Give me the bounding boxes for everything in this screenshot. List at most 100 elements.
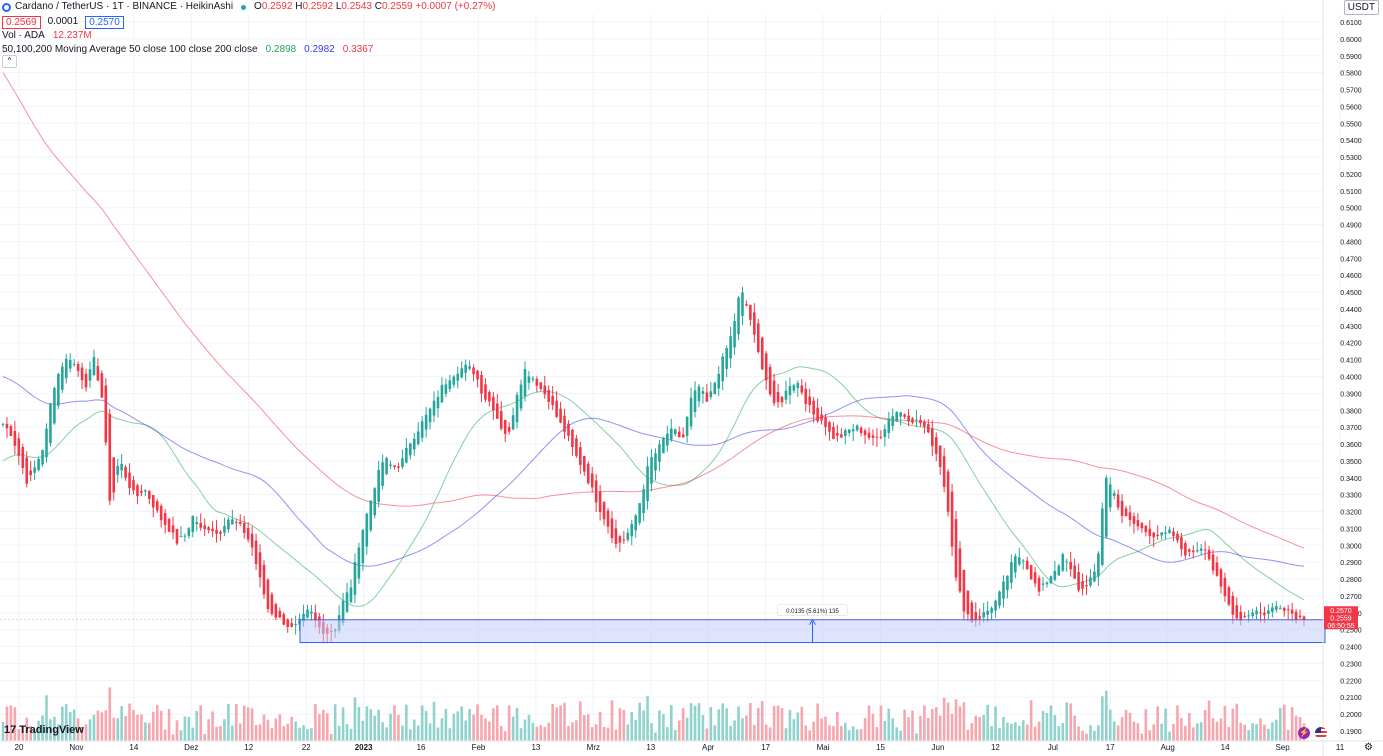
volume-bar bbox=[1065, 702, 1069, 741]
volume-bar bbox=[211, 711, 214, 741]
candle-body bbox=[353, 562, 357, 595]
volume-bar bbox=[586, 714, 590, 741]
volume-bar bbox=[163, 729, 167, 741]
volume-bar bbox=[1148, 730, 1152, 741]
volume-bar bbox=[796, 712, 800, 741]
volume-bar bbox=[507, 705, 511, 741]
volume-label: Vol · ADA bbox=[2, 30, 45, 41]
volume-value: 12.237M bbox=[52, 30, 92, 41]
volume-bar bbox=[654, 732, 657, 741]
volume-bar bbox=[812, 721, 815, 741]
candle-body bbox=[974, 612, 978, 621]
volume-bar bbox=[428, 723, 432, 741]
volume-bar bbox=[788, 709, 792, 741]
candle-body bbox=[622, 539, 626, 541]
candle-body bbox=[586, 463, 590, 484]
candle-body bbox=[144, 490, 147, 492]
candle-body bbox=[488, 392, 491, 402]
candle-body bbox=[859, 427, 863, 434]
volume-bar bbox=[863, 718, 867, 741]
candle-body bbox=[685, 416, 689, 436]
candle-body bbox=[915, 419, 918, 421]
candle-body bbox=[405, 447, 408, 463]
candle-body bbox=[1093, 571, 1096, 582]
candle-body bbox=[444, 384, 448, 394]
candle-body bbox=[294, 624, 297, 626]
candle-body bbox=[1235, 605, 1239, 619]
candle-body bbox=[428, 408, 432, 423]
candle-body bbox=[385, 457, 388, 475]
candle-body bbox=[492, 396, 495, 411]
ma-legend[interactable]: 50,100,200 Moving Average 50 close 100 c… bbox=[2, 43, 495, 57]
candle-body bbox=[76, 364, 80, 371]
candle-body bbox=[341, 600, 345, 623]
volume-bar bbox=[840, 725, 843, 741]
x-tick-label: 17 bbox=[1106, 743, 1115, 752]
volume-bar bbox=[832, 726, 835, 741]
candle-body bbox=[1, 423, 5, 425]
candle-body bbox=[654, 453, 657, 471]
volume-bar bbox=[341, 707, 345, 741]
candle-body bbox=[159, 505, 163, 521]
lightning-icon[interactable]: ⚡ bbox=[1298, 727, 1310, 739]
candle-body bbox=[1037, 577, 1041, 592]
volume-bar bbox=[1101, 696, 1104, 741]
candle-body bbox=[1211, 554, 1215, 571]
volume-bar bbox=[333, 704, 337, 741]
volume-bar bbox=[851, 726, 855, 741]
candle-body bbox=[978, 616, 982, 619]
volume-bar bbox=[843, 722, 847, 741]
volume-bar bbox=[361, 720, 365, 741]
candle-body bbox=[539, 382, 543, 389]
gear-icon[interactable]: ⚙ bbox=[1364, 742, 1373, 753]
candle-body bbox=[345, 592, 349, 612]
candle-body bbox=[183, 535, 187, 537]
sell-price-button[interactable]: 0.2569 bbox=[2, 16, 41, 29]
volume-bar bbox=[92, 714, 96, 741]
buy-price-button[interactable]: 0.2570 bbox=[85, 16, 124, 29]
moving-average-lines bbox=[2, 72, 1305, 607]
candle-body bbox=[899, 412, 902, 417]
volume-bar bbox=[1164, 708, 1167, 741]
y-tick-label: 0.5500 bbox=[1340, 121, 1362, 128]
tradingview-logo[interactable]: 17 TradingView bbox=[4, 724, 84, 736]
currency-selector[interactable]: USDT bbox=[1343, 0, 1379, 15]
volume-bar bbox=[1014, 722, 1017, 741]
candle-body bbox=[919, 420, 922, 424]
candle-body bbox=[215, 529, 218, 534]
volume-bar bbox=[958, 706, 962, 741]
volume-bar bbox=[1116, 725, 1120, 741]
volume-bar bbox=[1124, 709, 1128, 741]
volume-bar bbox=[298, 727, 301, 741]
candle-body bbox=[306, 609, 309, 618]
y-tick-label: 0.2800 bbox=[1340, 577, 1362, 584]
candle-body bbox=[824, 417, 827, 427]
candle-body bbox=[1243, 616, 1246, 618]
volume-bar bbox=[1255, 724, 1258, 741]
us-flag-icon[interactable] bbox=[1315, 727, 1327, 739]
candle-body bbox=[476, 370, 479, 380]
volume-bar bbox=[567, 726, 570, 741]
volume-bar bbox=[1191, 727, 1195, 741]
candle-body bbox=[472, 367, 475, 375]
candle-body bbox=[1160, 532, 1163, 536]
chart-grid bbox=[0, 14, 1341, 741]
volume-bar bbox=[1286, 730, 1290, 741]
volume-legend[interactable]: Vol · ADA 12.237M bbox=[2, 29, 495, 43]
symbol-row[interactable]: Cardano / TetherUS · 1T · BINANCE · Heik… bbox=[2, 0, 495, 14]
collapse-arrow-icon[interactable]: ^ bbox=[2, 55, 17, 68]
candle-body bbox=[772, 380, 776, 404]
volume-bar bbox=[571, 722, 574, 741]
volume-bar bbox=[1251, 723, 1254, 741]
volume-bar bbox=[749, 702, 752, 741]
candle-body bbox=[1271, 607, 1274, 613]
chart-legend: Cardano / TetherUS · 1T · BINANCE · Heik… bbox=[2, 0, 495, 57]
volume-bar bbox=[1290, 707, 1294, 741]
symbol-title[interactable]: Cardano / TetherUS · 1T · BINANCE · Heik… bbox=[15, 1, 234, 12]
volume-bar bbox=[1093, 731, 1096, 741]
candle-body bbox=[412, 438, 416, 450]
volume-bar bbox=[579, 701, 582, 741]
candle-body bbox=[250, 533, 254, 548]
volume-bar bbox=[1215, 721, 1219, 741]
